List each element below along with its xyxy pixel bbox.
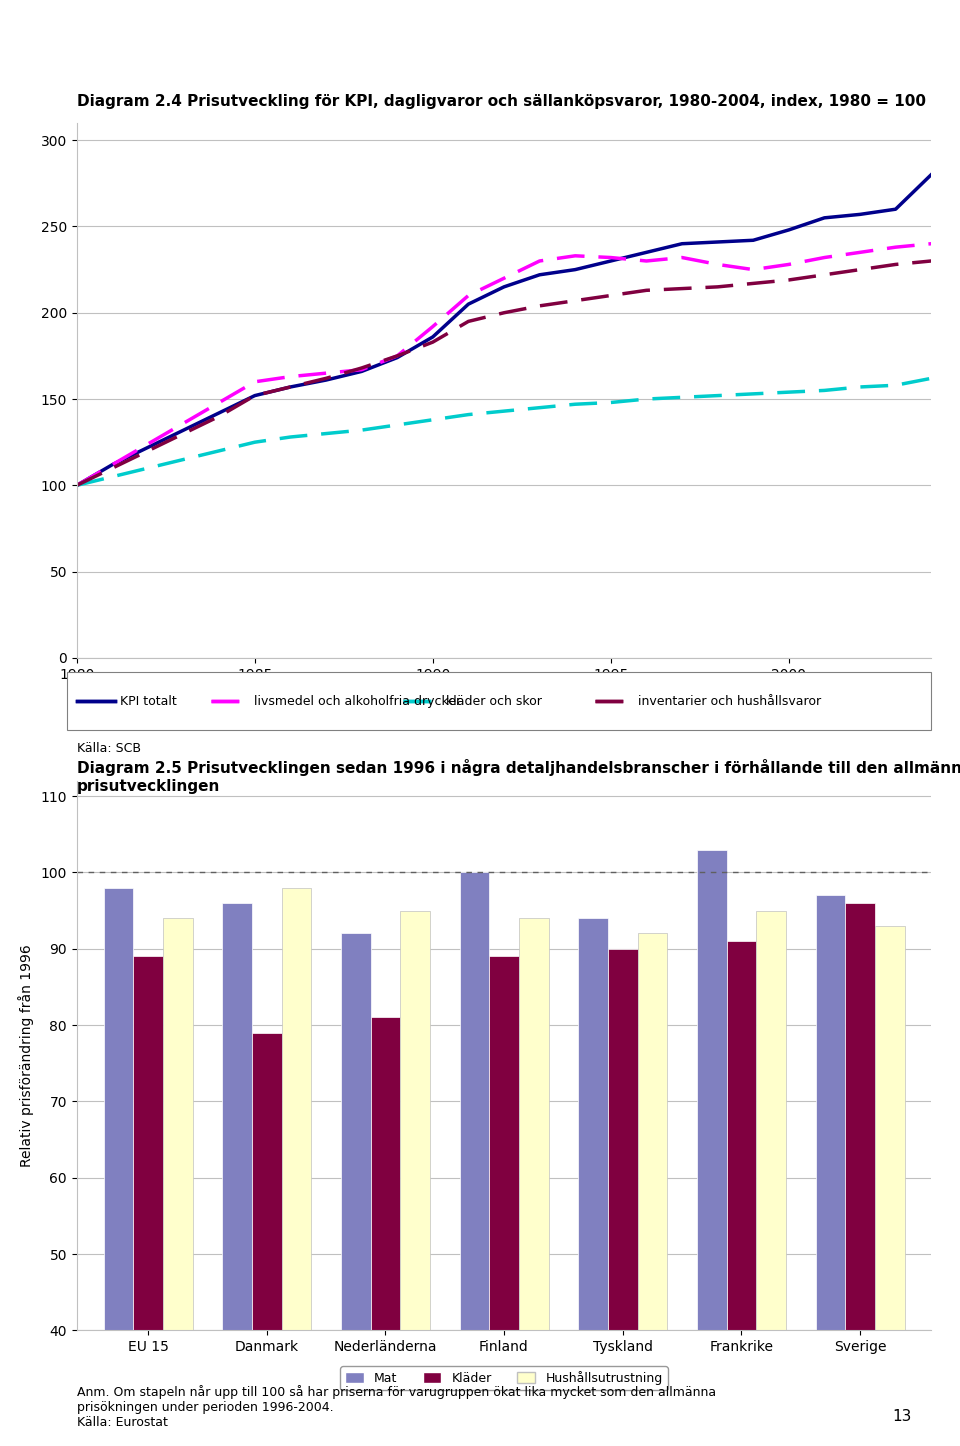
Bar — [697, 849, 727, 1446]
Y-axis label: Relativ prisförändring från 1996: Relativ prisförändring från 1996 — [17, 944, 34, 1167]
Bar — [460, 872, 490, 1446]
Bar — [163, 918, 193, 1446]
Bar — [637, 934, 667, 1446]
Bar — [756, 911, 786, 1446]
Text: livsmedel och alkoholfria drycker: livsmedel och alkoholfria drycker — [254, 696, 462, 707]
Bar — [400, 911, 430, 1446]
Bar — [341, 934, 371, 1446]
Bar — [133, 956, 163, 1446]
Bar — [104, 888, 133, 1446]
Bar — [608, 949, 637, 1446]
Bar — [727, 941, 756, 1446]
Legend: Mat, Kläder, Hushållsutrustning: Mat, Kläder, Hushållsutrustning — [341, 1366, 667, 1390]
Text: kläder och skor: kläder och skor — [446, 696, 542, 707]
Bar — [490, 956, 518, 1446]
Text: KPI totalt: KPI totalt — [120, 696, 177, 707]
Bar — [222, 902, 252, 1446]
Text: 13: 13 — [893, 1410, 912, 1424]
Bar — [815, 895, 845, 1446]
Bar — [875, 925, 904, 1446]
Bar — [252, 1032, 281, 1446]
Text: Anm. Om stapeln når upp till 100 så har priserna för varugruppen ökat lika mycke: Anm. Om stapeln når upp till 100 så har … — [77, 1385, 716, 1429]
Bar — [578, 918, 608, 1446]
Bar — [281, 888, 311, 1446]
Bar — [845, 902, 875, 1446]
Text: Diagram 2.4 Prisutveckling för KPI, dagligvaror och sällanköpsvaror, 1980-2004, : Diagram 2.4 Prisutveckling för KPI, dagl… — [77, 94, 925, 108]
Text: inventarier och hushållsvaror: inventarier och hushållsvaror — [638, 696, 822, 707]
Text: Källa: SCB: Källa: SCB — [77, 742, 141, 755]
Bar — [371, 1018, 400, 1446]
Text: Diagram 2.5 Prisutvecklingen sedan 1996 i några detaljhandelsbranscher i förhåll: Diagram 2.5 Prisutvecklingen sedan 1996 … — [77, 759, 960, 794]
Bar — [518, 918, 548, 1446]
